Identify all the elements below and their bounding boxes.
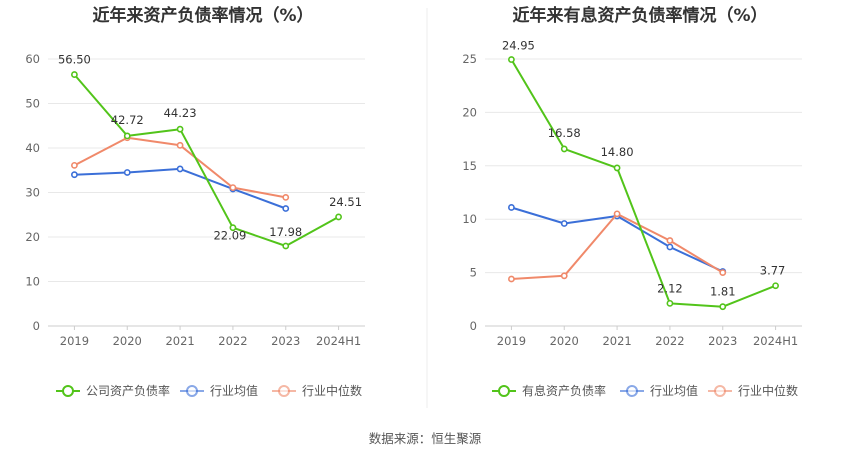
data-point — [229, 224, 237, 232]
y-tick-label: 15 — [462, 159, 477, 173]
legend-label: 行业中位数 — [302, 383, 362, 398]
chart-panel-1: 近年来资产负债率情况（%） 0 10 20 30 40 50 60 2019 2020 2021 20… — [25, 5, 365, 398]
data-point — [335, 213, 342, 221]
data-point — [508, 275, 515, 283]
legend-label: 行业均值 — [210, 383, 258, 398]
data-point — [123, 169, 131, 176]
data-point — [176, 125, 184, 133]
legend-marker — [626, 385, 638, 397]
data-label: 44.23 — [164, 106, 197, 120]
legend-marker — [186, 385, 198, 397]
data-point — [666, 299, 674, 307]
x-tick-label: 2021 — [602, 334, 631, 348]
data-label: 17.98 — [269, 225, 302, 239]
legend-item-3[interactable]: 行业中位数 — [708, 383, 798, 398]
data-point — [560, 145, 568, 153]
series-line-1 — [73, 73, 340, 247]
data-point — [560, 272, 568, 280]
data-point — [282, 242, 290, 250]
chart-title: 近年来有息资产负债率情况（%） — [512, 5, 767, 26]
legend-label: 有息资产负债率 — [522, 383, 606, 398]
x-tick-label: 2020 — [113, 334, 142, 348]
x-tick-label: 2023 — [708, 334, 737, 348]
legend-label: 公司资产负债率 — [86, 383, 170, 398]
data-point — [176, 165, 184, 173]
series-line-2 — [74, 167, 287, 210]
x-tick-label: 2021 — [165, 334, 194, 348]
legend-marker — [62, 385, 74, 397]
data-label: 24.51 — [329, 195, 362, 209]
data-point — [719, 303, 727, 311]
data-point — [666, 243, 674, 251]
chart-title: 近年来资产负债率情况（%） — [92, 5, 313, 26]
data-label: 16.58 — [548, 126, 581, 140]
data-point — [508, 56, 515, 63]
legend-marker — [498, 385, 510, 397]
data-point — [176, 141, 184, 149]
data-point — [229, 184, 237, 192]
legend-item-1[interactable]: 公司资产负债率 — [56, 383, 170, 398]
y-tick-label: 0 — [470, 319, 477, 333]
data-point — [613, 210, 621, 218]
x-tick-label: 2019 — [497, 334, 526, 348]
series-line-3 — [511, 212, 724, 280]
legend-marker — [714, 385, 726, 397]
data-label: 56.50 — [58, 53, 91, 67]
x-tick-label: 2024H1 — [753, 334, 798, 348]
y-tick-label: 10 — [25, 275, 40, 289]
legend-item-1[interactable]: 有息资产负债率 — [492, 383, 606, 398]
data-point — [719, 269, 727, 276]
legend-label: 行业均值 — [650, 383, 698, 398]
y-tick-label: 40 — [25, 141, 40, 155]
y-tick-label: 20 — [25, 230, 40, 244]
data-point — [560, 220, 568, 227]
y-tick-label: 50 — [25, 97, 40, 111]
x-tick-label: 2023 — [271, 334, 300, 348]
data-point — [123, 132, 131, 140]
data-point — [71, 71, 78, 78]
y-tick-label: 0 — [33, 319, 40, 333]
legend-marker — [278, 385, 290, 397]
source-text: 数据来源：恒生聚源 — [369, 431, 482, 446]
data-label: 3.77 — [760, 264, 786, 278]
x-tick-label: 2024H1 — [316, 334, 361, 348]
data-point — [71, 171, 78, 179]
chart-panel-2: 近年来有息资产负债率情况（%） 0 5 10 15 20 25 2019 2020 2021 202… — [462, 5, 802, 398]
data-point — [772, 282, 779, 290]
y-tick-label: 20 — [462, 105, 477, 119]
y-tick-label: 60 — [25, 52, 40, 66]
data-point — [613, 164, 621, 172]
y-tick-label: 30 — [25, 186, 40, 200]
x-tick-label: 2019 — [60, 334, 89, 348]
legend-item-3[interactable]: 行业中位数 — [272, 383, 362, 398]
x-tick-label: 2020 — [550, 334, 579, 348]
data-point — [282, 193, 290, 201]
data-point — [508, 204, 515, 211]
series-line-1 — [510, 58, 776, 308]
data-point — [666, 237, 674, 244]
x-tick-label: 2022 — [218, 334, 247, 348]
data-label: 14.80 — [601, 145, 634, 159]
x-tick-label: 2022 — [655, 334, 684, 348]
legend-item-2[interactable]: 行业均值 — [180, 383, 258, 398]
y-tick-label: 25 — [462, 52, 477, 66]
data-point — [282, 205, 290, 212]
data-label: 2.12 — [657, 281, 683, 295]
legend-label: 行业中位数 — [738, 383, 798, 398]
data-point — [71, 161, 78, 169]
y-tick-label: 10 — [462, 212, 477, 226]
y-tick-label: 5 — [470, 266, 477, 280]
data-label: 22.09 — [213, 229, 246, 243]
data-label: 1.81 — [710, 285, 736, 299]
data-label: 42.72 — [111, 113, 144, 127]
data-label: 24.95 — [502, 39, 535, 53]
legend-item-2[interactable]: 行业均值 — [620, 383, 698, 398]
